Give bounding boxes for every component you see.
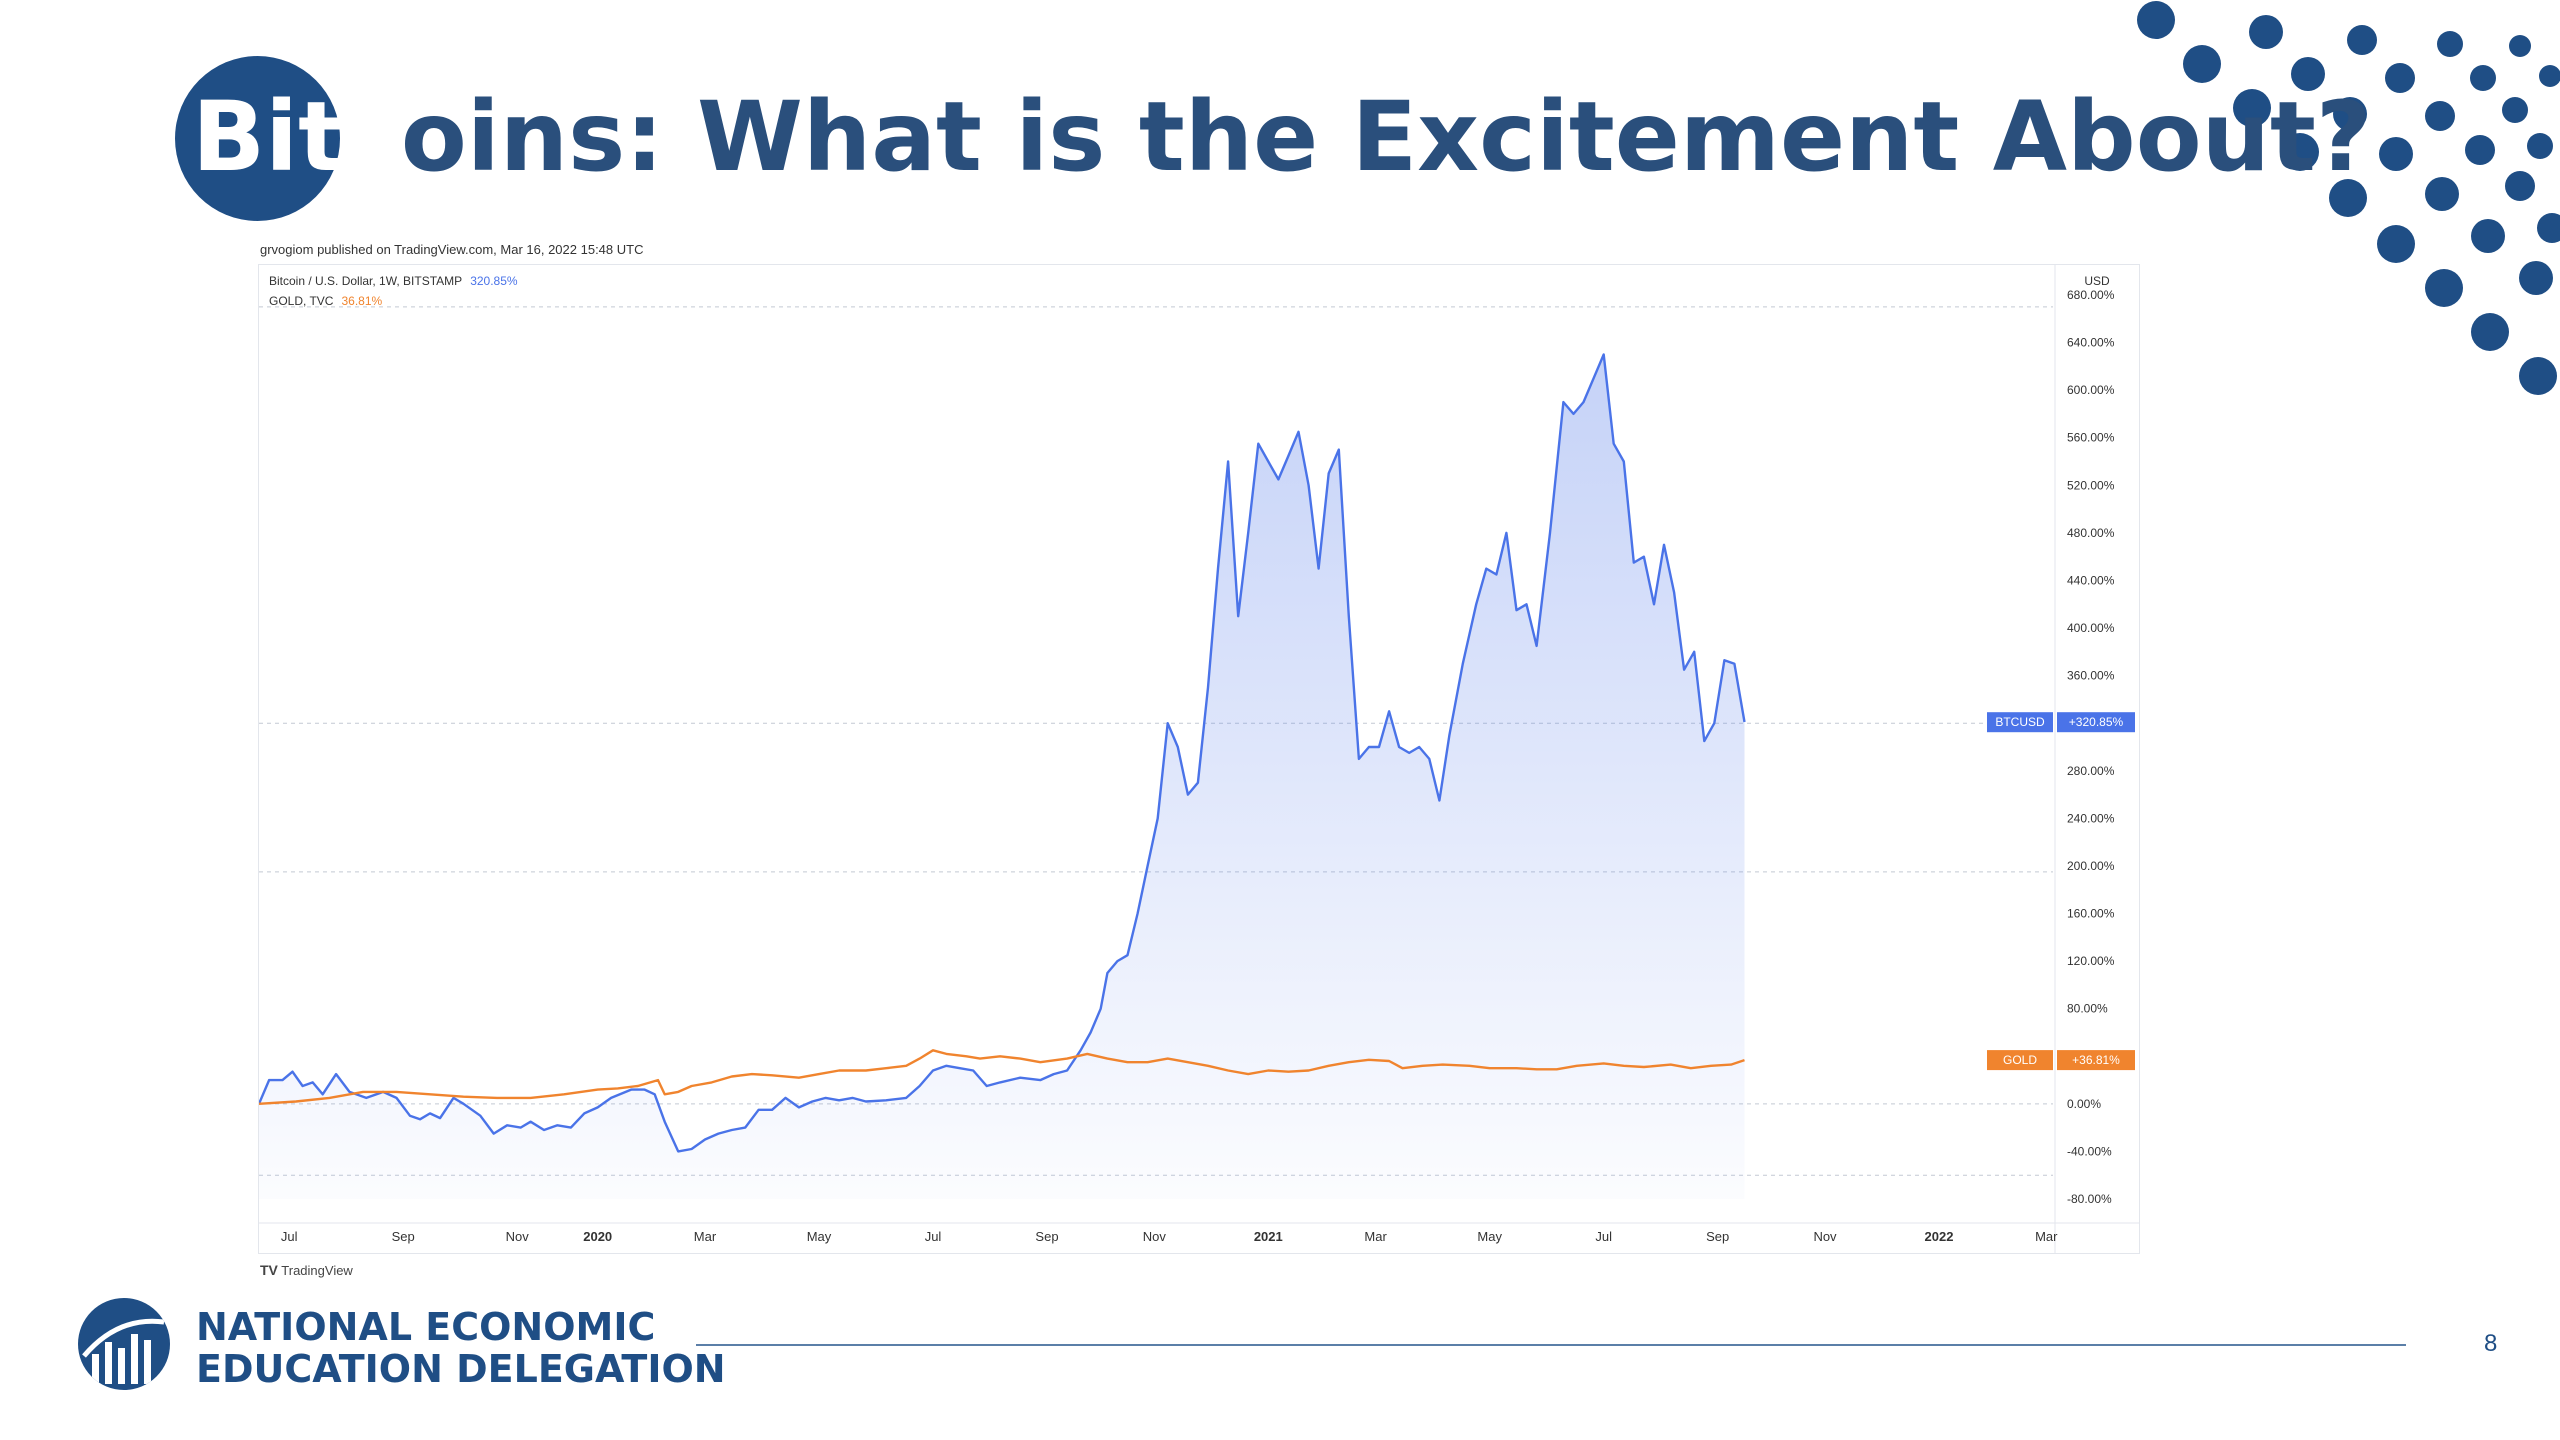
title-rest: oins: What is the Excitement About? <box>400 81 2372 193</box>
x-tick-label-8: Nov <box>1143 1229 1167 1244</box>
legend-gold-name: GOLD, TVC <box>269 294 334 308</box>
legend-btc-value: 320.85% <box>470 274 518 288</box>
org-line-2: EDUCATION DELEGATION <box>196 1347 726 1391</box>
tradingview-logo-icon: TV <box>260 1262 278 1278</box>
y-tick-label-10: 280.00% <box>2067 764 2115 778</box>
y-tick-label-15: 80.00% <box>2067 1002 2108 1016</box>
y-tick-label-8: 360.00% <box>2067 669 2115 683</box>
x-tick-label-12: Jul <box>1595 1229 1612 1244</box>
fill-layer <box>259 354 1745 1199</box>
org-line-1: NATIONAL ECONOMIC <box>196 1305 656 1349</box>
currency-label: USD <box>2084 274 2110 288</box>
x-tick-label-11: May <box>1477 1229 1502 1244</box>
x-tick-label-4: Mar <box>694 1229 717 1244</box>
need-logo-icon <box>78 1298 170 1390</box>
x-tick-label-1: Sep <box>392 1229 415 1244</box>
x-tick-label-3: 2020 <box>583 1229 612 1244</box>
last-label-bg-1 <box>1987 1050 2053 1071</box>
y-tick-label-3: 560.00% <box>2067 431 2115 445</box>
series-line-1 <box>259 1049 1745 1105</box>
y-tick-label-5: 480.00% <box>2067 526 2115 540</box>
last-label-name-1: GOLD <box>2003 1053 2037 1067</box>
chart-legend: Bitcoin / U.S. Dollar, 1W, BITSTAMP 320.… <box>269 274 518 308</box>
y-tick-label-19: -80.00% <box>2067 1192 2112 1206</box>
y-tick-label-1: 640.00% <box>2067 336 2115 350</box>
x-tick-label-7: Sep <box>1035 1229 1058 1244</box>
legend-gold-value: 36.81% <box>342 294 383 308</box>
chart-attribution: grvogiom published on TradingView.com, M… <box>260 242 644 257</box>
legend-btc-name: Bitcoin / U.S. Dollar, 1W, BITSTAMP <box>269 274 462 288</box>
x-tick-label-16: Mar <box>2035 1229 2058 1244</box>
y-tick-label-6: 440.00% <box>2067 574 2115 588</box>
last-label-name-0: BTCUSD <box>1995 715 2045 729</box>
x-tick-label-0: Jul <box>281 1229 298 1244</box>
y-tick-label-7: 400.00% <box>2067 621 2115 635</box>
x-tick-label-13: Sep <box>1706 1229 1729 1244</box>
price-chart: 680.00% 640.00% 600.00% 560.00% 520.00% 480.0… <box>259 265 2139 1253</box>
y-tick-label-12: 200.00% <box>2067 859 2115 873</box>
x-axis: Jul Sep Nov 2020 Mar May Jul Sep Nov 2021 Mar May Ju… <box>281 1229 2058 1244</box>
y-tick-label-17: 0.00% <box>2067 1097 2101 1111</box>
x-tick-label-5: May <box>807 1229 832 1244</box>
footer-divider <box>696 1344 2406 1346</box>
y-tick-label-0: 680.00% <box>2067 288 2115 302</box>
decorative-dots <box>2137 1 2560 395</box>
last-value-text-0: +320.85% <box>2069 715 2124 729</box>
last-value-text-1: +36.81% <box>2072 1053 2120 1067</box>
y-tick-label-14: 120.00% <box>2067 954 2115 968</box>
organization-name: NATIONAL ECONOMIC EDUCATION DELEGATION <box>196 1306 726 1390</box>
x-tick-label-10: Mar <box>1364 1229 1387 1244</box>
last-value-labels: BTCUSD +320.85% GOLD +36.81% <box>1987 712 2135 1071</box>
x-tick-label-14: Nov <box>1813 1229 1837 1244</box>
x-tick-label-6: Jul <box>925 1229 942 1244</box>
series-layer <box>259 353 1746 1153</box>
title-badge <box>175 56 340 221</box>
last-value-bg-1 <box>2057 1050 2135 1071</box>
x-tick-label-2: Nov <box>506 1229 530 1244</box>
y-tick-label-11: 240.00% <box>2067 811 2115 825</box>
last-value-bg-0 <box>2057 712 2135 733</box>
series-area-0 <box>259 354 1745 1199</box>
tradingview-watermark: TV TradingView <box>260 1262 353 1278</box>
title-badge-text: Bitc <box>192 81 401 193</box>
tradingview-text: TradingView <box>281 1263 353 1278</box>
y-tick-label-18: -40.00% <box>2067 1144 2112 1158</box>
x-tick-label-9: 2021 <box>1254 1229 1283 1244</box>
slide-title: Bitcoins: What is the Excitement About? <box>192 62 2372 212</box>
y-tick-label-13: 160.00% <box>2067 907 2115 921</box>
x-tick-label-15: 2022 <box>1925 1229 1954 1244</box>
chart-frame: 680.00% 640.00% 600.00% 560.00% 520.00% 480.0… <box>258 264 2140 1254</box>
page-number: 8 <box>2484 1330 2498 1357</box>
y-tick-label-2: 600.00% <box>2067 383 2115 397</box>
last-label-bg-0 <box>1987 712 2053 733</box>
y-tick-label-4: 520.00% <box>2067 478 2115 492</box>
series-line-0 <box>259 353 1746 1153</box>
